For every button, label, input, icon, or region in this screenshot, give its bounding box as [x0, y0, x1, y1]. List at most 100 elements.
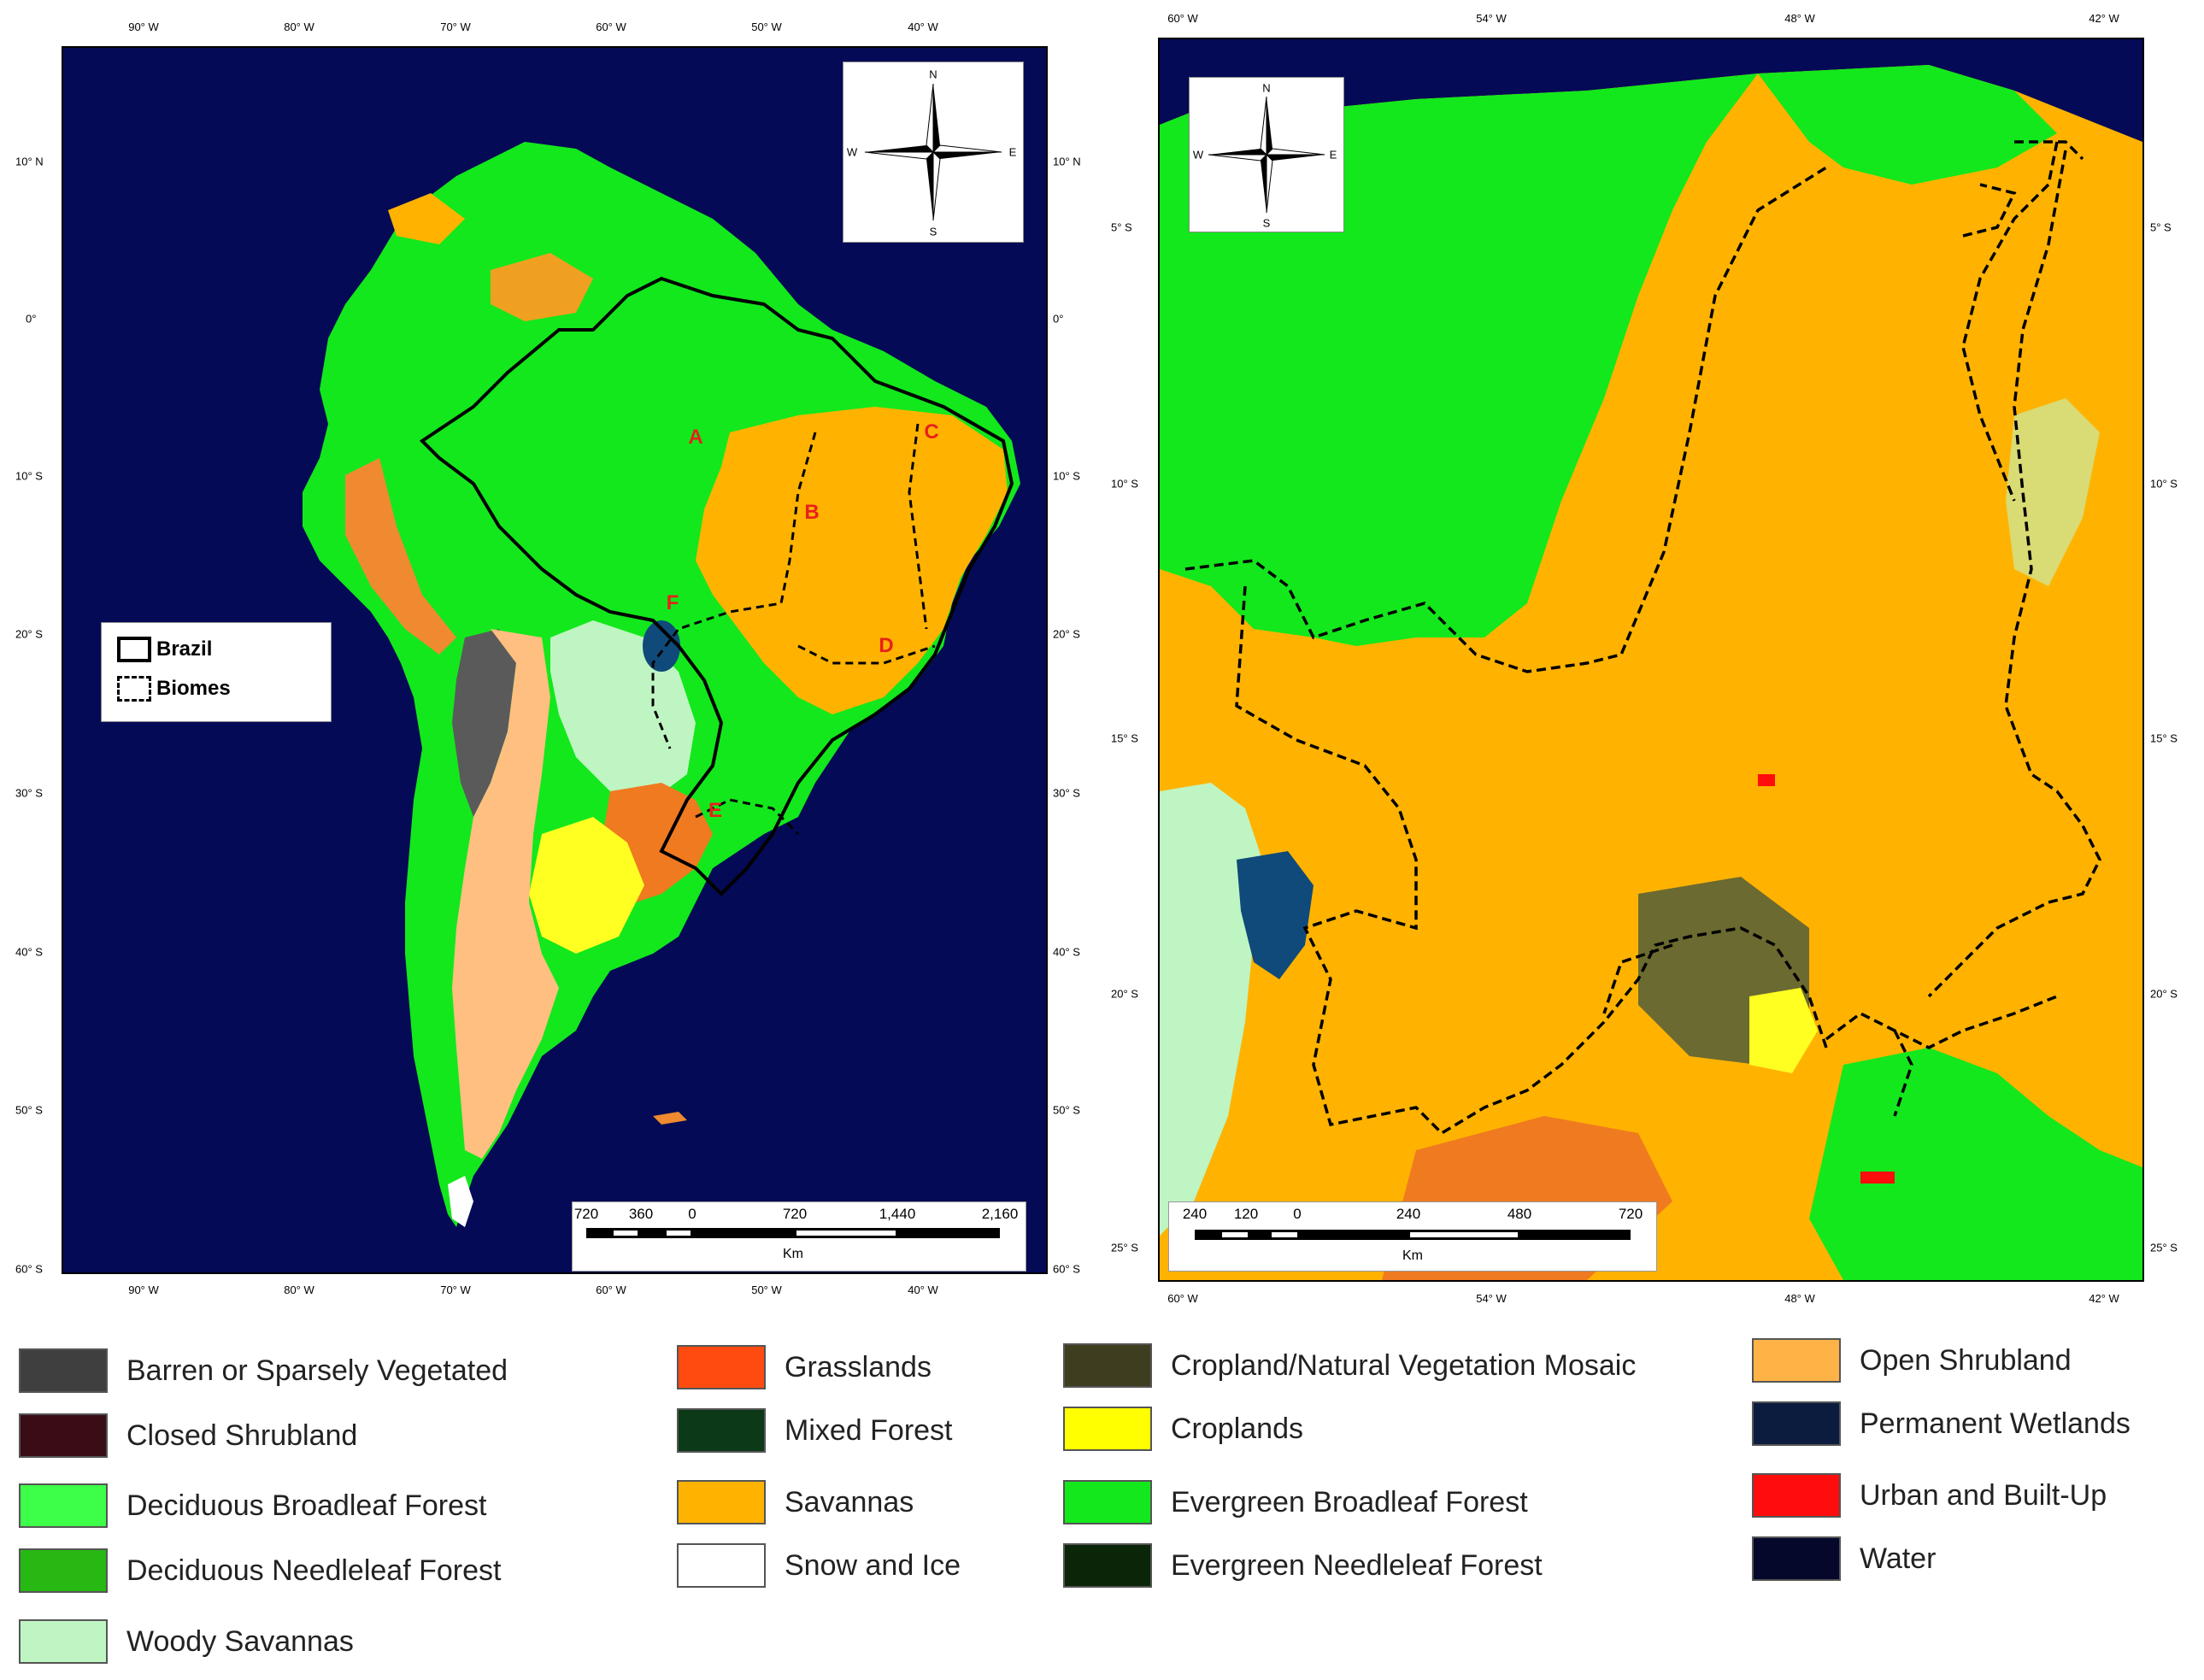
left-compass: N S E W	[843, 62, 1024, 243]
legend-woody-savannas: Woody Savannas	[19, 1619, 354, 1664]
left-lon-top-2: 70° W	[440, 21, 471, 33]
right-biome-boundaries	[1184, 140, 2101, 1136]
right-lat-4: 25° S	[1111, 1241, 1138, 1254]
right-lat-3: 20° S	[1111, 987, 1138, 1001]
right-lat-2: 15° S	[1111, 731, 1138, 745]
right-lat-r-2: 15° S	[2150, 731, 2178, 745]
left-lat-6: 50° S	[15, 1103, 43, 1117]
right-compass: N S E W	[1189, 77, 1344, 232]
legend-water: Water	[1752, 1536, 1936, 1581]
legend-closed-shrubland: Closed Shrubland	[19, 1413, 357, 1458]
swatch-woody-savannas	[19, 1619, 108, 1664]
right-lon-top-3: 42° W	[2089, 12, 2119, 25]
swatch-evergreen-broadleaf	[1063, 1480, 1152, 1524]
left-lon-top-3: 60° W	[596, 21, 626, 33]
right-lon-bottom-2: 48° W	[1784, 1292, 1815, 1305]
compass-rose-icon	[1208, 96, 1325, 214]
left-lat-r-1: 0°	[1053, 312, 1064, 326]
south-america-land	[303, 142, 1020, 1227]
left-lat-4: 30° S	[15, 786, 43, 800]
swatch-urban	[1752, 1473, 1841, 1518]
swatch-savannas	[677, 1480, 766, 1524]
left-lat-r-2: 10° S	[1053, 469, 1080, 483]
legend-barren: Barren or Sparsely Vegetated	[19, 1348, 508, 1393]
right-lon-top-2: 48° W	[1784, 12, 1815, 25]
left-lat-r-3: 20° S	[1053, 627, 1080, 641]
compass-e: E	[1329, 148, 1337, 162]
legend-snow-ice: Snow and Ice	[677, 1543, 961, 1588]
swatch-open-shrubland	[1752, 1338, 1841, 1383]
south-america-map: N S E W Brazil Biomes 720 360 0 720 1,44…	[62, 46, 1048, 1274]
left-lon-top-0: 90° W	[128, 21, 159, 33]
compass-s: S	[1262, 216, 1271, 230]
left-lon-top-5: 40° W	[908, 21, 938, 33]
legend-croplands: Croplands	[1063, 1407, 1303, 1451]
legend-grasslands: Grasslands	[677, 1345, 932, 1389]
right-lat-r-3: 20° S	[2150, 987, 2178, 1001]
right-lat-r-1: 10° S	[2150, 477, 2178, 490]
legend-savannas: Savannas	[677, 1480, 914, 1524]
left-lon-bottom-4: 50° W	[751, 1283, 782, 1296]
legend-mixed-forest: Mixed Forest	[677, 1408, 953, 1453]
left-lat-1: 0°	[26, 312, 37, 326]
left-lat-3: 20° S	[15, 627, 43, 641]
brazil-border	[419, 276, 1014, 896]
swatch-closed-shrubland	[19, 1413, 108, 1458]
right-lon-bottom-0: 60° W	[1167, 1292, 1198, 1305]
right-lon-bottom-3: 42° W	[2089, 1292, 2119, 1305]
central-brazil-map: N S E W 240 120 0 240 480 720 Km	[1158, 38, 2144, 1282]
right-lat-1: 10° S	[1111, 477, 1138, 490]
region-c: C	[924, 420, 939, 443]
left-lat-r-7: 60° S	[1053, 1262, 1080, 1276]
legend-deciduous-broadleaf: Deciduous Broadleaf Forest	[19, 1483, 486, 1528]
legend-deciduous-needleleaf: Deciduous Needleleaf Forest	[19, 1548, 501, 1593]
left-lat-7: 60° S	[15, 1262, 43, 1276]
swatch-cropland-mosaic	[1063, 1343, 1152, 1388]
region-d: D	[879, 634, 894, 657]
swatch-grasslands	[677, 1345, 766, 1389]
left-lat-r-5: 40° S	[1053, 945, 1080, 959]
right-lon-top-0: 60° W	[1167, 12, 1198, 25]
right-scale-bar: 240 120 0 240 480 720 Km	[1168, 1201, 1657, 1272]
compass-n: N	[929, 68, 937, 81]
swatch-barren	[19, 1348, 108, 1393]
left-lon-bottom-2: 70° W	[440, 1283, 471, 1296]
left-lat-0: 10° N	[15, 155, 44, 168]
swatch-water	[1752, 1536, 1841, 1581]
compass-s: S	[929, 225, 937, 238]
right-lat-r-0: 5° S	[2150, 220, 2172, 234]
swatch-mixed-forest	[677, 1408, 766, 1453]
left-lat-5: 40° S	[15, 945, 43, 959]
left-lat-2: 10° S	[15, 469, 43, 483]
legend-permanent-wetlands: Permanent Wetlands	[1752, 1401, 2131, 1446]
legend-cropland-mosaic: Cropland/Natural Vegetation Mosaic	[1063, 1343, 1636, 1388]
region-b: B	[804, 501, 820, 524]
region-a: A	[688, 426, 703, 449]
swatch-permanent-wetlands	[1752, 1401, 1841, 1446]
legend-brazil: Brazil	[117, 637, 212, 662]
right-lat-0: 5° S	[1111, 220, 1132, 234]
left-lat-r-6: 50° S	[1053, 1103, 1080, 1117]
left-lon-bottom-5: 40° W	[908, 1283, 938, 1296]
region-e: E	[708, 799, 723, 822]
compass-w: W	[846, 145, 858, 159]
compass-rose-icon	[864, 83, 1002, 221]
legend-urban: Urban and Built-Up	[1752, 1473, 2107, 1518]
biome-boundaries	[651, 423, 936, 836]
legend-evergreen-broadleaf: Evergreen Broadleaf Forest	[1063, 1480, 1528, 1524]
legend-biomes: Biomes	[117, 676, 231, 702]
left-lon-bottom-3: 60° W	[596, 1283, 626, 1296]
swatch-croplands	[1063, 1407, 1152, 1451]
swatch-evergreen-needleleaf	[1063, 1543, 1152, 1588]
compass-e: E	[1008, 145, 1017, 159]
legend-evergreen-needleleaf: Evergreen Needleleaf Forest	[1063, 1543, 1543, 1588]
swatch-snow-ice	[677, 1543, 766, 1588]
right-lon-bottom-1: 54° W	[1476, 1292, 1507, 1305]
left-lon-bottom-0: 90° W	[128, 1283, 159, 1296]
left-lat-r-4: 30° S	[1053, 786, 1080, 800]
swatch-deciduous-broadleaf	[19, 1483, 108, 1528]
right-lat-r-4: 25° S	[2150, 1241, 2178, 1254]
left-lon-bottom-1: 80° W	[284, 1283, 314, 1296]
right-lon-top-1: 54° W	[1476, 12, 1507, 25]
compass-n: N	[1262, 81, 1271, 95]
